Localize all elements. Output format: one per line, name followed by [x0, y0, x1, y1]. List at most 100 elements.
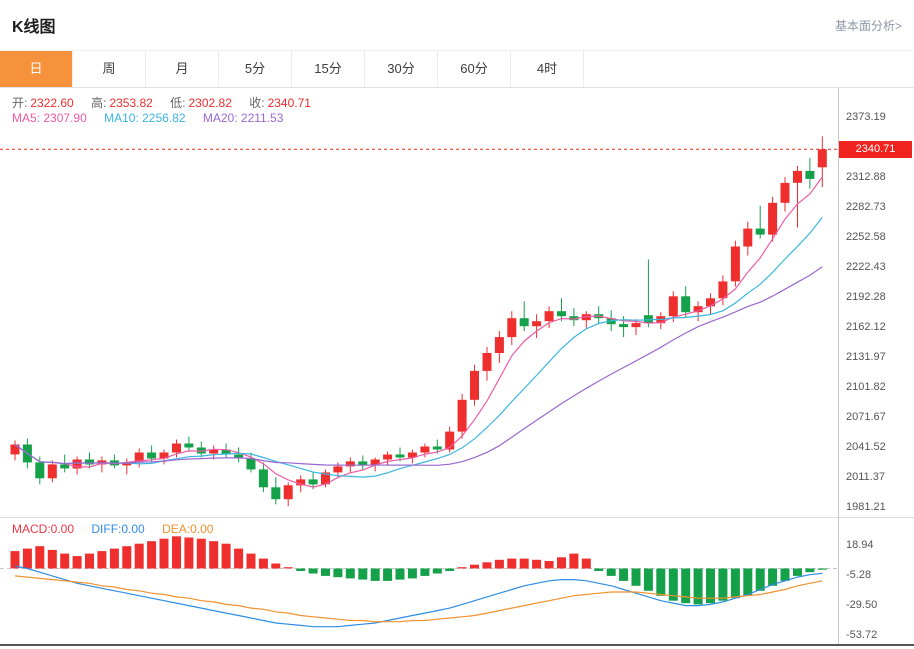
macd-histogram-bar: [296, 568, 306, 571]
candle-body: [209, 449, 219, 454]
macd-histogram-bar: [47, 549, 57, 569]
macd-histogram-bar: [606, 568, 616, 576]
candle-body: [321, 472, 330, 485]
tab-日[interactable]: 日: [0, 51, 73, 87]
candle-body: [730, 246, 740, 282]
macd-histogram-bar: [743, 568, 753, 596]
macd-info: MACD:0.00 DIFF:0.00 DEA:0.00: [12, 522, 227, 536]
macd-histogram-bar: [519, 558, 529, 569]
candle-body: [693, 306, 703, 313]
y-axis-label: 2252.58: [846, 231, 886, 243]
macd-histogram-bar: [594, 568, 604, 571]
macd-histogram-bar: [817, 568, 827, 570]
macd-histogram-bar: [72, 556, 82, 569]
macd-histogram-bar: [283, 567, 293, 569]
macd-histogram-bar: [668, 568, 678, 601]
macd-histogram-bar: [755, 568, 765, 591]
macd-histogram-bar: [221, 543, 231, 569]
macd-histogram-bar: [172, 536, 181, 569]
macd-histogram-bar: [184, 537, 194, 569]
macd-histogram-bar: [22, 548, 32, 569]
candle-body: [85, 459, 94, 465]
candle-body: [122, 462, 132, 466]
macd-axis-label: -53.72: [846, 629, 878, 641]
fundamental-analysis-link[interactable]: 基本面分析>: [834, 18, 902, 33]
y-axis: 2373.19 2312.88 2282.73 2252.58 2222.43 2192.…: [838, 88, 914, 645]
candle-body: [172, 443, 181, 453]
macd-histogram-bar: [258, 558, 268, 569]
candle-body: [718, 281, 728, 299]
tab-4时[interactable]: 4时: [511, 51, 584, 87]
candle-body: [532, 321, 542, 327]
candle-body: [10, 444, 20, 455]
close-label: 收:: [249, 96, 265, 110]
macd-chart[interactable]: [0, 519, 838, 645]
candle-body: [246, 458, 256, 470]
tab-月[interactable]: 月: [146, 51, 219, 87]
diff-label: DIFF:: [91, 522, 122, 536]
tab-周[interactable]: 周: [73, 51, 146, 87]
y-axis-label: 2312.88: [846, 171, 886, 183]
candle-wick: [523, 301, 525, 332]
y-axis-label: 2071.67: [846, 411, 886, 423]
candle-body: [619, 324, 629, 328]
dea-line: [14, 575, 823, 623]
candle-body: [743, 228, 753, 247]
macd-histogram-bar: [643, 568, 653, 591]
macd-histogram-bar: [97, 551, 107, 569]
y-axis-label: 2041.52: [846, 441, 886, 453]
tab-30分[interactable]: 30分: [365, 51, 438, 87]
candle-body: [557, 311, 566, 317]
diff-line: [14, 565, 823, 628]
candle-body: [768, 202, 778, 235]
high-value: 2353.82: [109, 96, 153, 110]
macd-axis-label: -5.28: [846, 569, 872, 581]
open-label: 开:: [12, 96, 28, 110]
candle-body: [519, 318, 529, 327]
y-axis-label: 2101.82: [846, 381, 886, 393]
macd-histogram-bar: [196, 538, 206, 569]
candle-body: [643, 315, 653, 324]
ma20-label: MA20:: [202, 111, 238, 125]
candle-body: [283, 485, 293, 500]
y-axis-label: 2373.19: [846, 111, 886, 123]
macd-axis-label: -29.50: [846, 599, 878, 611]
chart-bottom-border: [0, 644, 914, 646]
low-label: 低:: [170, 96, 186, 110]
macd-histogram-bar: [109, 548, 119, 569]
candle-body: [805, 170, 815, 179]
candle-wick: [797, 165, 798, 228]
macd-histogram-bar: [482, 562, 492, 569]
candle-body: [333, 466, 343, 473]
candle-body: [681, 296, 691, 313]
dea-label: DEA:: [162, 522, 191, 536]
high-label: 高:: [91, 96, 107, 110]
macd-histogram-bar: [122, 546, 132, 569]
panel-divider: [0, 517, 914, 518]
tab-15分[interactable]: 15分: [292, 51, 365, 87]
candle-wick: [101, 456, 103, 473]
macd-histogram-bar: [507, 558, 517, 569]
dea-value: 0.00: [190, 522, 214, 536]
candle-body: [793, 170, 802, 183]
macd-histogram-bar: [494, 559, 504, 569]
header: K线图 基本面分析>: [0, 0, 914, 50]
candle-body: [72, 459, 82, 469]
candle-body: [308, 479, 318, 485]
ma10-value: 2256.82: [142, 111, 186, 125]
tab-60分[interactable]: 60分: [438, 51, 511, 87]
candle-body: [755, 228, 765, 235]
candle-wick: [759, 205, 761, 239]
macd-histogram-bar: [407, 568, 417, 579]
y-axis-label: 2011.37: [846, 471, 885, 483]
candle-body: [482, 353, 492, 371]
candle-body: [569, 316, 579, 321]
macd-histogram-bar: [345, 568, 355, 579]
candle-wick: [635, 319, 637, 336]
candle-body: [221, 449, 231, 455]
macd-histogram-bar: [569, 553, 579, 569]
tab-5分[interactable]: 5分: [219, 51, 292, 87]
macd-histogram-bar: [420, 568, 430, 576]
main-candlestick-chart[interactable]: [0, 88, 838, 517]
